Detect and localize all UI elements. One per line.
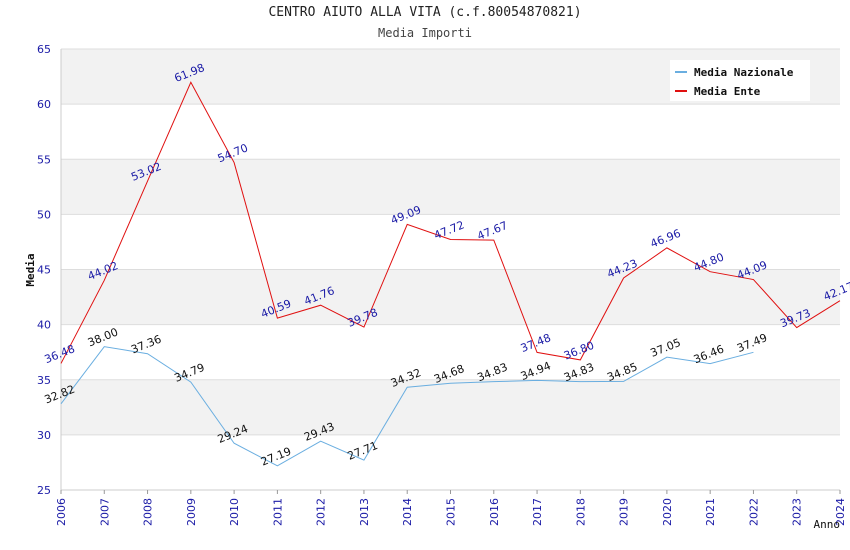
x-tick-label: 2020 (661, 498, 674, 526)
x-tick-label: 2018 (574, 498, 587, 526)
x-tick-label: 2011 (271, 498, 284, 526)
x-tick-label: 2021 (704, 498, 717, 526)
series-line-media-nazionale (60, 346, 754, 467)
y-tick-label: 45 (37, 264, 51, 277)
y-tick-label: 30 (37, 429, 51, 442)
x-tick-labels: 2006 2007 2008 2009 2010 2011 2012 2013 2014 2015… (55, 498, 847, 526)
y-tick-label: 25 (37, 484, 51, 497)
chart-title: CENTRO AIUTO ALLA VITA (c.f.80054870821) (268, 5, 582, 20)
x-tick-label: 2010 (228, 498, 241, 526)
y-tick-label: 35 (37, 374, 51, 387)
legend-box (670, 60, 810, 101)
y-tick-labels: 25 30 35 40 45 50 55 60 65 (37, 43, 51, 497)
grid-band (61, 159, 840, 215)
grid-band (61, 379, 840, 435)
x-tick-label: 2007 (98, 498, 111, 526)
x-tick-label: 2022 (747, 498, 760, 526)
y-tick-label: 50 (37, 208, 51, 221)
x-tick-label: 2012 (315, 498, 328, 526)
grid-band (61, 104, 840, 160)
legend: Media Nazionale Media Ente (670, 60, 810, 101)
x-tick-label: 2009 (185, 498, 198, 526)
x-tick-label: 2016 (488, 498, 501, 526)
x-tick-label: 2008 (142, 498, 155, 526)
chart-subtitle: Media Importi (378, 26, 472, 40)
x-tick-label: 2013 (358, 498, 371, 526)
y-tick-label: 55 (37, 153, 51, 166)
grid-band (61, 324, 840, 380)
grid-band (61, 434, 840, 490)
x-tick-label: 2023 (791, 498, 804, 526)
grid-bands (61, 49, 840, 490)
grid-band (61, 214, 840, 270)
series-lines (60, 81, 841, 467)
x-axis-title: Anno (814, 518, 841, 531)
x-tick-label: 2006 (55, 498, 68, 526)
y-tick-label: 40 (37, 319, 51, 332)
axes (60, 49, 841, 494)
y-axis-title: Media (24, 253, 37, 286)
series-line-media-ente (60, 81, 841, 364)
y-tick-label: 65 (37, 43, 51, 56)
x-tick-label: 2024 (834, 498, 847, 526)
x-tick-label: 2019 (618, 498, 631, 526)
legend-label: Media Nazionale (694, 66, 794, 79)
x-tick-label: 2017 (531, 498, 544, 526)
y-tick-label: 60 (37, 98, 51, 111)
grid-band (61, 269, 840, 325)
legend-label: Media Ente (694, 85, 761, 98)
x-tick-label: 2014 (401, 498, 414, 526)
x-tick-label: 2015 (445, 498, 458, 526)
